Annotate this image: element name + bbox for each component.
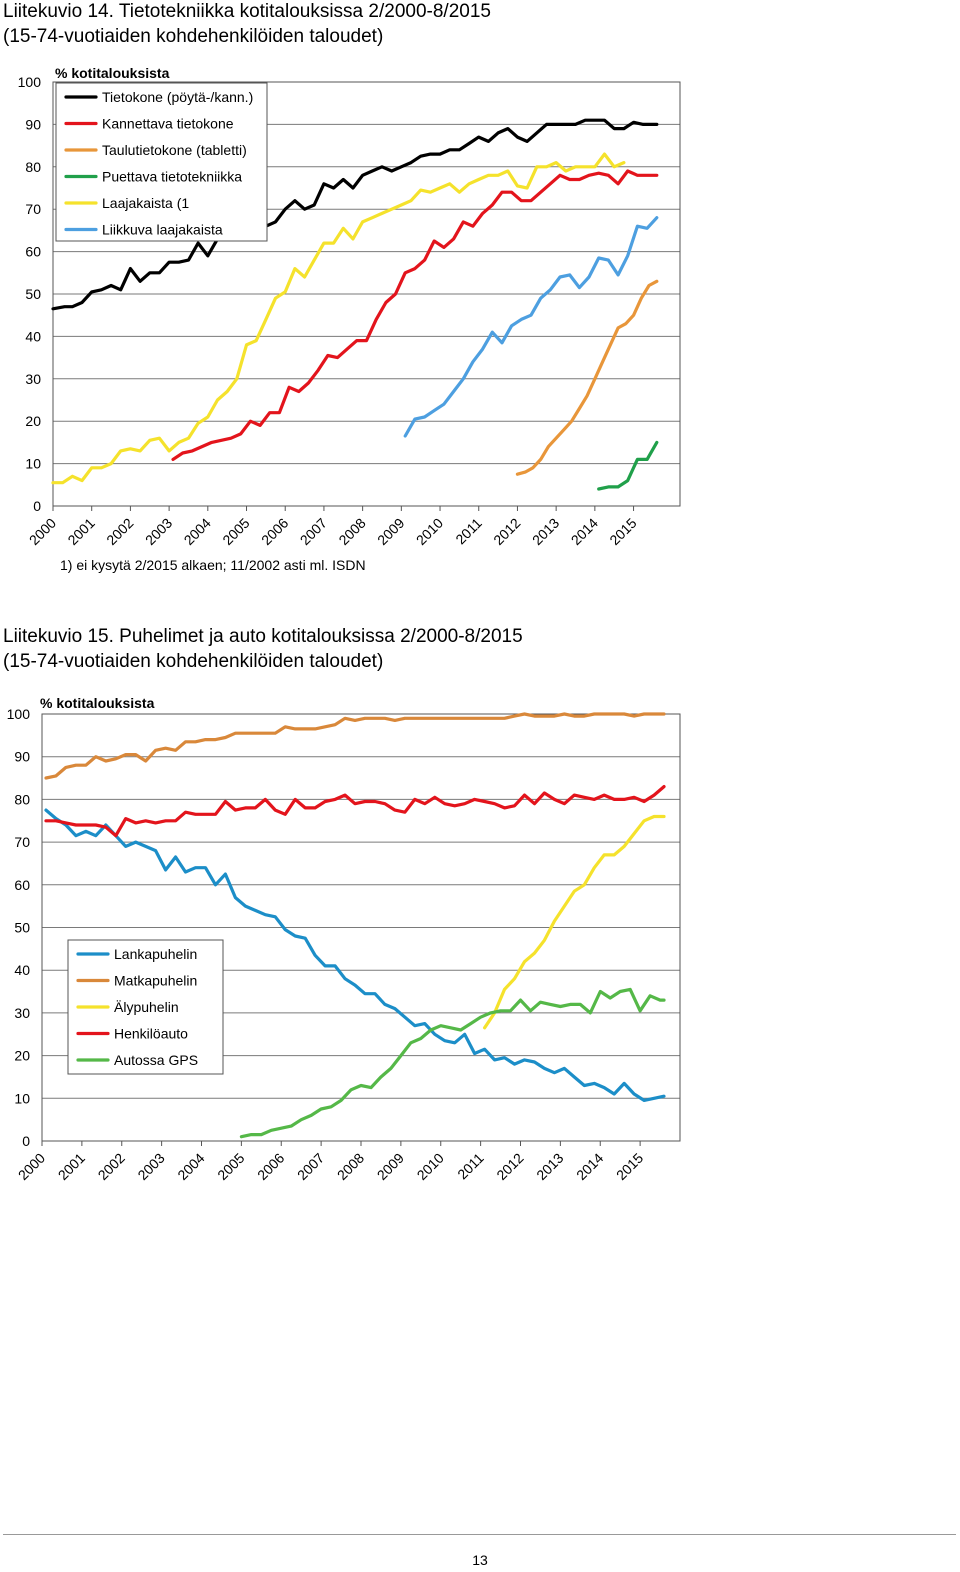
figure2-caption-line2: (15-74-vuotiaiden kohdehenkilöiden talou…	[3, 651, 384, 672]
series-line-3	[483, 814, 666, 1030]
x-tick-label: 2006	[254, 1150, 287, 1183]
y-tick-label: 90	[25, 116, 41, 132]
x-tick-label: 2007	[294, 1150, 327, 1183]
series-line-2	[171, 169, 659, 461]
y-tick-label: 10	[25, 456, 41, 472]
y-tick-label: 40	[14, 962, 30, 978]
y-tick-label: 50	[14, 920, 30, 936]
chart-footnote: 1) ei kysytä 2/2015 alkaen; 11/2002 asti…	[60, 557, 366, 573]
legend-label: Kannettava tietokone	[102, 116, 234, 132]
y-tick-label: 20	[25, 413, 41, 429]
legend-label: Puettava tietotekniikka	[102, 169, 242, 185]
y-tick-label: 50	[25, 286, 41, 302]
y-tick-label: 100	[18, 74, 42, 90]
legend-label: Lankapuhelin	[114, 946, 197, 962]
page-number: 13	[472, 1552, 488, 1568]
y-tick-label: 0	[22, 1133, 30, 1149]
series-line-4	[597, 440, 659, 491]
x-tick-label: 2001	[55, 1150, 88, 1183]
series-line-1	[51, 118, 659, 311]
y-tick-label: 20	[14, 1048, 30, 1064]
x-tick-label: 2008	[334, 1150, 367, 1183]
y-tick-label: 100	[7, 706, 31, 722]
y-tick-label: 60	[14, 877, 30, 893]
y-tick-label: 40	[25, 328, 41, 344]
y-tick-label: 80	[14, 791, 30, 807]
legend-label: Älypuhelin	[114, 999, 179, 1015]
x-tick-label: 2011	[454, 1150, 487, 1183]
y-tick-label: 30	[14, 1005, 30, 1021]
y-axis-label: % kotitalouksista	[40, 695, 155, 711]
series-line-6	[403, 216, 659, 438]
y-tick-label: 90	[14, 749, 30, 765]
y-tick-label: 80	[25, 159, 41, 175]
x-tick-label: 2000	[15, 1150, 48, 1183]
x-tick-label: 2010	[414, 1150, 447, 1183]
series-line-1	[44, 808, 666, 1103]
x-tick-label: 2004	[174, 1150, 207, 1183]
y-tick-label: 70	[25, 201, 41, 217]
y-tick-label: 10	[14, 1090, 30, 1106]
legend-label: Matkapuhelin	[114, 973, 197, 989]
x-tick-label: 2003	[134, 1150, 167, 1183]
legend-label: Liikkuva laajakaista	[102, 222, 223, 238]
series-line-5	[239, 987, 666, 1139]
legend-label: Taulutietokone (tabletti)	[102, 142, 247, 158]
figure1-caption-line1: Liitekuvio 14. Tietotekniikka kotitalouk…	[3, 1, 491, 22]
series-line-5	[51, 152, 626, 485]
legend-label: Tietokone (pöytä-/kann.)	[102, 89, 253, 105]
footer-rule	[3, 1534, 956, 1535]
y-axis-label: % kotitalouksista	[55, 65, 170, 81]
x-tick-label: 2009	[374, 1150, 407, 1183]
legend-box	[55, 82, 268, 242]
y-tick-label: 70	[14, 834, 30, 850]
x-tick-label: 2015	[613, 1150, 646, 1183]
x-tick-label: 2005	[214, 1150, 247, 1183]
x-tick-label: 2014	[573, 1150, 606, 1183]
plot-frame	[52, 81, 681, 507]
figure2-caption-line1: Liitekuvio 15. Puhelimet ja auto kotital…	[3, 626, 523, 647]
legend-label: Autossa GPS	[114, 1052, 198, 1068]
y-tick-label: 60	[25, 244, 41, 260]
x-tick-label: 2013	[533, 1150, 566, 1183]
series-line-3	[515, 279, 659, 476]
y-tick-label: 30	[25, 371, 41, 387]
series-line-4	[44, 784, 666, 838]
series-line-2	[44, 712, 666, 780]
x-tick-label: 2012	[493, 1150, 526, 1183]
legend-label: Henkilöauto	[114, 1026, 188, 1042]
y-tick-label: 0	[33, 498, 41, 514]
legend-label: Laajakaista (1	[102, 195, 189, 211]
figure1-caption-line2: (15-74-vuotiaiden kohdehenkilöiden talou…	[3, 26, 384, 47]
x-tick-label: 2002	[95, 1150, 128, 1183]
